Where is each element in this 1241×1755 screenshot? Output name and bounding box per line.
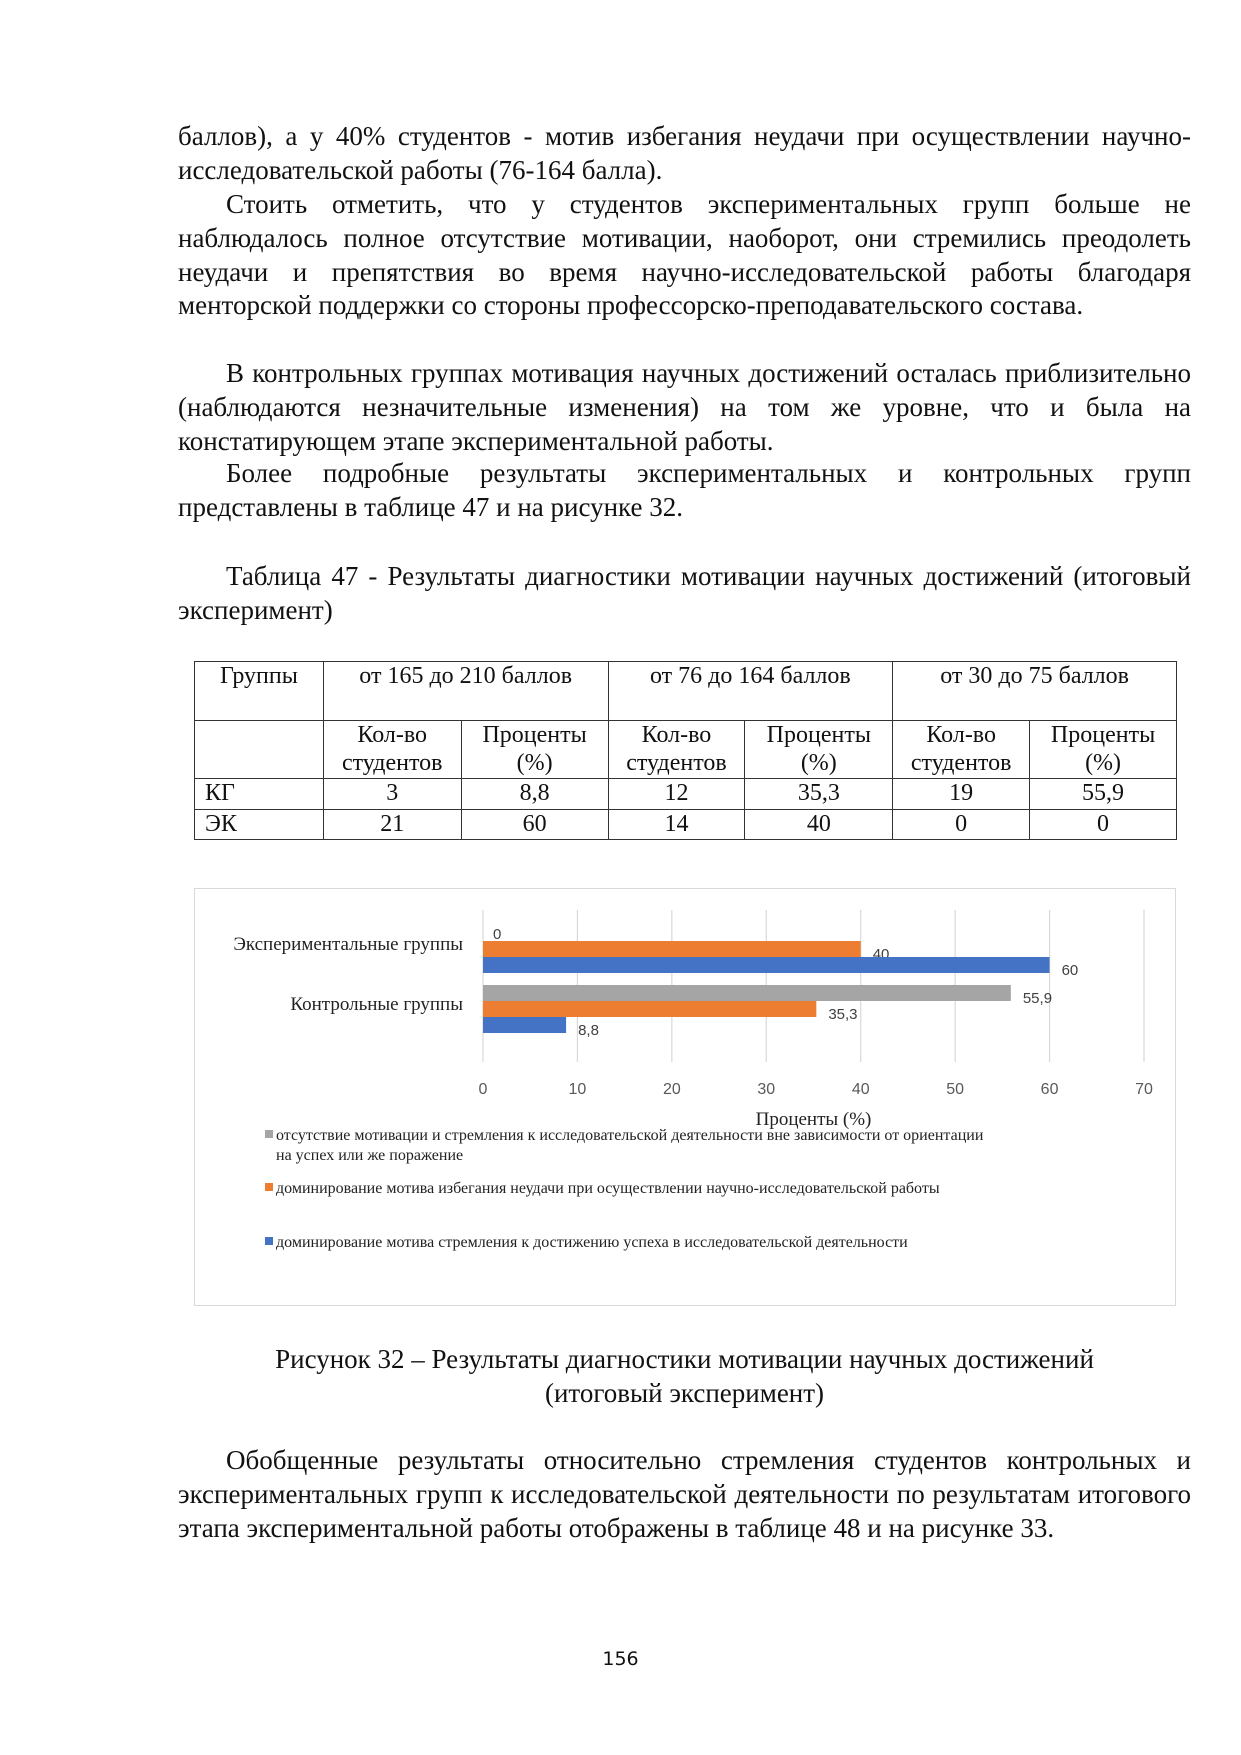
data-label: 55,9 [1023,990,1052,1007]
legend-label: отсутствие мотивации и стремления к иссл… [276,1127,984,1144]
table-row: КГ 3 8,8 12 35,3 19 55,9 [194,778,1177,810]
cell: 8,8 [460,778,609,810]
page-number: 156 [602,1648,639,1670]
cell: 21 [322,809,462,840]
x-tick-label: 0 [479,1081,488,1098]
paragraph: Более подробные результаты экспериментал… [178,458,1191,522]
bar-chart: 0 10 20 30 40 50 60 70 Проценты (%) Экспериментал… [233,910,1153,1251]
data-label: 8,8 [578,1022,599,1039]
cell: 0 [1029,809,1177,840]
legend-marker [265,1237,273,1245]
table-caption: Таблица 47 - Результаты диагностики моти… [178,561,1191,625]
category-label: Экспериментальные группы [233,934,463,955]
cell: КГ [194,778,324,810]
paragraph: Стоить отметить, что у студентов экспери… [178,189,1191,321]
legend-label: на успех или же поражение [276,1147,463,1164]
empty-cell [194,720,324,779]
results-table: Группы от 165 до 210 баллов от 76 до 164… [194,661,1177,840]
cell: 19 [892,778,1031,810]
legend-marker [265,1183,273,1191]
paragraph: В контрольных группах мотивация научных … [178,358,1191,456]
header-groups: Группы [194,661,324,721]
bar [483,985,1011,1001]
x-tick-label: 60 [1041,1081,1059,1098]
chart-container: 0 10 20 30 40 50 60 70 Проценты (%) Экспериментал… [194,888,1176,1306]
data-label: 0 [493,926,501,943]
header-range: от 30 до 75 баллов [892,661,1177,721]
x-tick-label: 70 [1135,1081,1153,1098]
table-row: ЭК 21 60 14 40 0 0 [194,809,1177,840]
cell: 0 [892,809,1031,840]
data-label: 60 [1062,962,1079,979]
cell: 60 [460,809,609,840]
cell: 12 [607,778,746,810]
cell: 40 [744,809,894,840]
cell: 35,3 [744,778,894,810]
subheader: Кол-во студентов [892,720,1031,779]
paragraph: баллов), а у 40% студентов - мотив избег… [178,121,1191,185]
legend-label: доминирование мотива стремления к достиж… [276,1234,908,1251]
subheader: Кол-во студентов [607,720,746,779]
cell: 55,9 [1029,778,1177,810]
cell: ЭК [194,809,324,840]
data-label: 35,3 [828,1006,857,1023]
cell: 3 [322,778,462,810]
x-tick-label: 20 [663,1081,681,1098]
x-axis-title: Проценты (%) [756,1109,872,1130]
subheader: Проценты (%) [1029,720,1177,779]
header-range: от 76 до 164 баллов [607,661,894,721]
subheader: Кол-во студентов [322,720,462,779]
x-tick-label: 50 [946,1081,964,1098]
figure-caption: Рисунок 32 – Результаты диагностики моти… [275,1344,1094,1374]
subheader: Проценты (%) [744,720,894,779]
bar [483,1017,567,1033]
bar [483,941,861,957]
figure-caption: (итоговый эксперимент) [544,1378,825,1408]
x-tick-label: 10 [569,1081,587,1098]
category-label: Контрольные группы [290,994,463,1015]
header-range: от 165 до 210 баллов [322,661,609,721]
subheader: Проценты (%) [460,720,609,779]
legend-marker [265,1130,273,1138]
bar [483,957,1050,973]
x-tick-label: 30 [757,1081,775,1098]
x-tick-label: 40 [852,1081,870,1098]
paragraph: Обобщенные результаты относительно стрем… [178,1445,1191,1543]
bar [483,1001,817,1017]
legend-label: доминирование мотива избегания неудачи п… [276,1180,940,1197]
cell: 14 [607,809,746,840]
